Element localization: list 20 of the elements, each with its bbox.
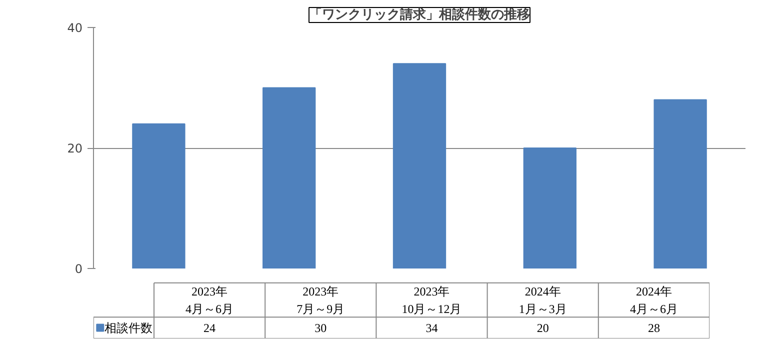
bar [392, 63, 446, 268]
bar [262, 87, 316, 268]
x-tick-label: 2023年 4月～6月 [186, 284, 234, 316]
data-label: 34 [426, 320, 438, 335]
y-tick-label: 20 [67, 142, 83, 156]
chart-title: 「ワンクリック請求」相談件数の推移 [309, 6, 530, 22]
x-tick-label: 2024年 1月～3月 [518, 284, 567, 316]
legend-label: 相談件数 [104, 320, 153, 335]
data-label: 30 [314, 320, 327, 335]
x-tick-label: 2023年 10月～12月 [402, 284, 462, 316]
data-label: 28 [648, 320, 660, 335]
x-tick-label: 2024年 4月～6月 [630, 284, 678, 316]
data-label: 20 [536, 320, 549, 335]
bar [132, 123, 186, 268]
x-tick-label: 2023年 7月～9月 [296, 284, 345, 316]
bar [654, 99, 707, 268]
y-tick-label: 40 [67, 21, 83, 35]
y-tick-label: 0 [74, 262, 83, 276]
bar [523, 148, 576, 268]
data-label: 24 [204, 320, 216, 335]
